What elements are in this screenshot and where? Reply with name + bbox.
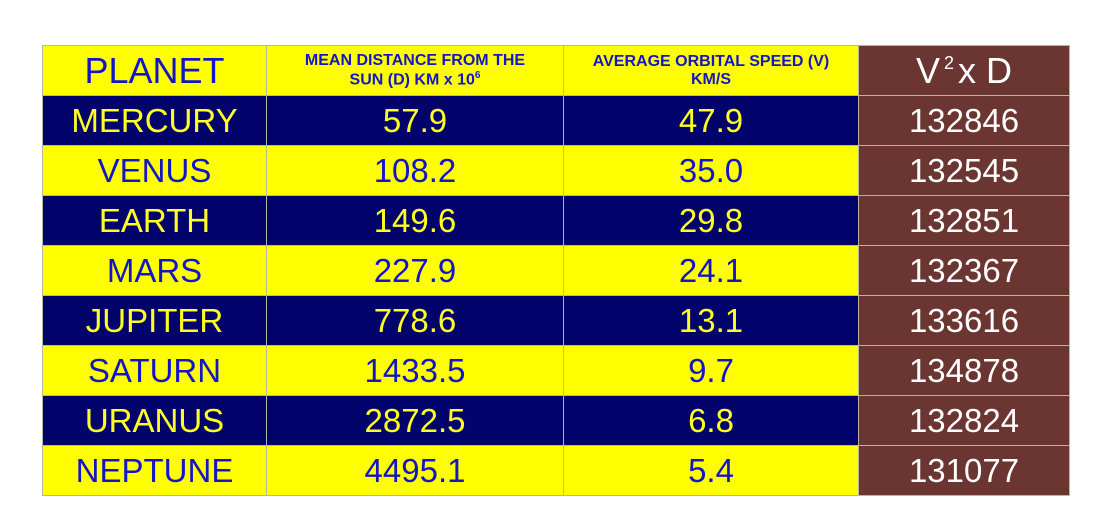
distance: 57.9 xyxy=(266,95,564,146)
header-text: x D xyxy=(958,49,1013,91)
planet-name: EARTH xyxy=(42,195,267,246)
product: 133616 xyxy=(858,295,1070,346)
header-sup: 6 xyxy=(474,69,481,81)
planet-name: SATURN xyxy=(42,345,267,396)
product: 132846 xyxy=(858,95,1070,146)
planet-name: URANUS xyxy=(42,395,267,446)
speed: 9.7 xyxy=(563,345,859,396)
planet-row: MERCURY 57.9 47.9 132846 xyxy=(42,95,1070,146)
header-sup: 2 xyxy=(944,52,955,73)
planet-row: VENUS 108.2 35.0 132545 xyxy=(42,145,1070,196)
planet-row: EARTH 149.6 29.8 132851 xyxy=(42,195,1070,246)
distance: 1433.5 xyxy=(266,345,564,396)
planet-table: PLANET MEAN DISTANCE FROM THE SUN (D) KM… xyxy=(42,45,1070,496)
header-text: SUN (D) KM x 10 xyxy=(349,71,475,89)
speed: 13.1 xyxy=(563,295,859,346)
planet-name: MERCURY xyxy=(42,95,267,146)
header-cell: AVERAGE ORBITAL SPEED (V) KM/S xyxy=(563,45,859,96)
planet-row: NEPTUNE 4495.1 5.4 131077 xyxy=(42,445,1070,496)
planet-row: SATURN 1433.5 9.7 134878 xyxy=(42,345,1070,396)
planet-name: MARS xyxy=(42,245,267,296)
planet-row: JUPITER 778.6 13.1 133616 xyxy=(42,295,1070,346)
planet-row: URANUS 2872.5 6.8 132824 xyxy=(42,395,1070,446)
distance: 778.6 xyxy=(266,295,564,346)
distance: 4495.1 xyxy=(266,445,564,496)
header-text: V xyxy=(915,49,940,91)
speed: 5.4 xyxy=(563,445,859,496)
speed: 29.8 xyxy=(563,195,859,246)
product: 134878 xyxy=(858,345,1070,396)
speed: 6.8 xyxy=(563,395,859,446)
header-text: KM/S xyxy=(691,70,731,88)
speed: 24.1 xyxy=(563,245,859,296)
product: 132851 xyxy=(858,195,1070,246)
header-text: PLANET xyxy=(84,49,225,91)
distance: 2872.5 xyxy=(266,395,564,446)
product: 132367 xyxy=(858,245,1070,296)
planet-row: MARS 227.9 24.1 132367 xyxy=(42,245,1070,296)
header-cell: PLANET xyxy=(42,45,267,96)
header-cell: MEAN DISTANCE FROM THE SUN (D) KM x 106 xyxy=(266,45,564,96)
planet-name: NEPTUNE xyxy=(42,445,267,496)
header-text: AVERAGE ORBITAL SPEED (V) xyxy=(592,52,830,70)
planet-name: JUPITER xyxy=(42,295,267,346)
distance: 108.2 xyxy=(266,145,564,196)
distance: 227.9 xyxy=(266,245,564,296)
speed: 35.0 xyxy=(563,145,859,196)
speed: 47.9 xyxy=(563,95,859,146)
product: 132545 xyxy=(858,145,1070,196)
header-text: MEAN DISTANCE FROM THE xyxy=(304,52,526,70)
header-row: PLANET MEAN DISTANCE FROM THE SUN (D) KM… xyxy=(42,45,1070,96)
product: 131077 xyxy=(858,445,1070,496)
product: 132824 xyxy=(858,395,1070,446)
distance: 149.6 xyxy=(266,195,564,246)
planet-name: VENUS xyxy=(42,145,267,196)
